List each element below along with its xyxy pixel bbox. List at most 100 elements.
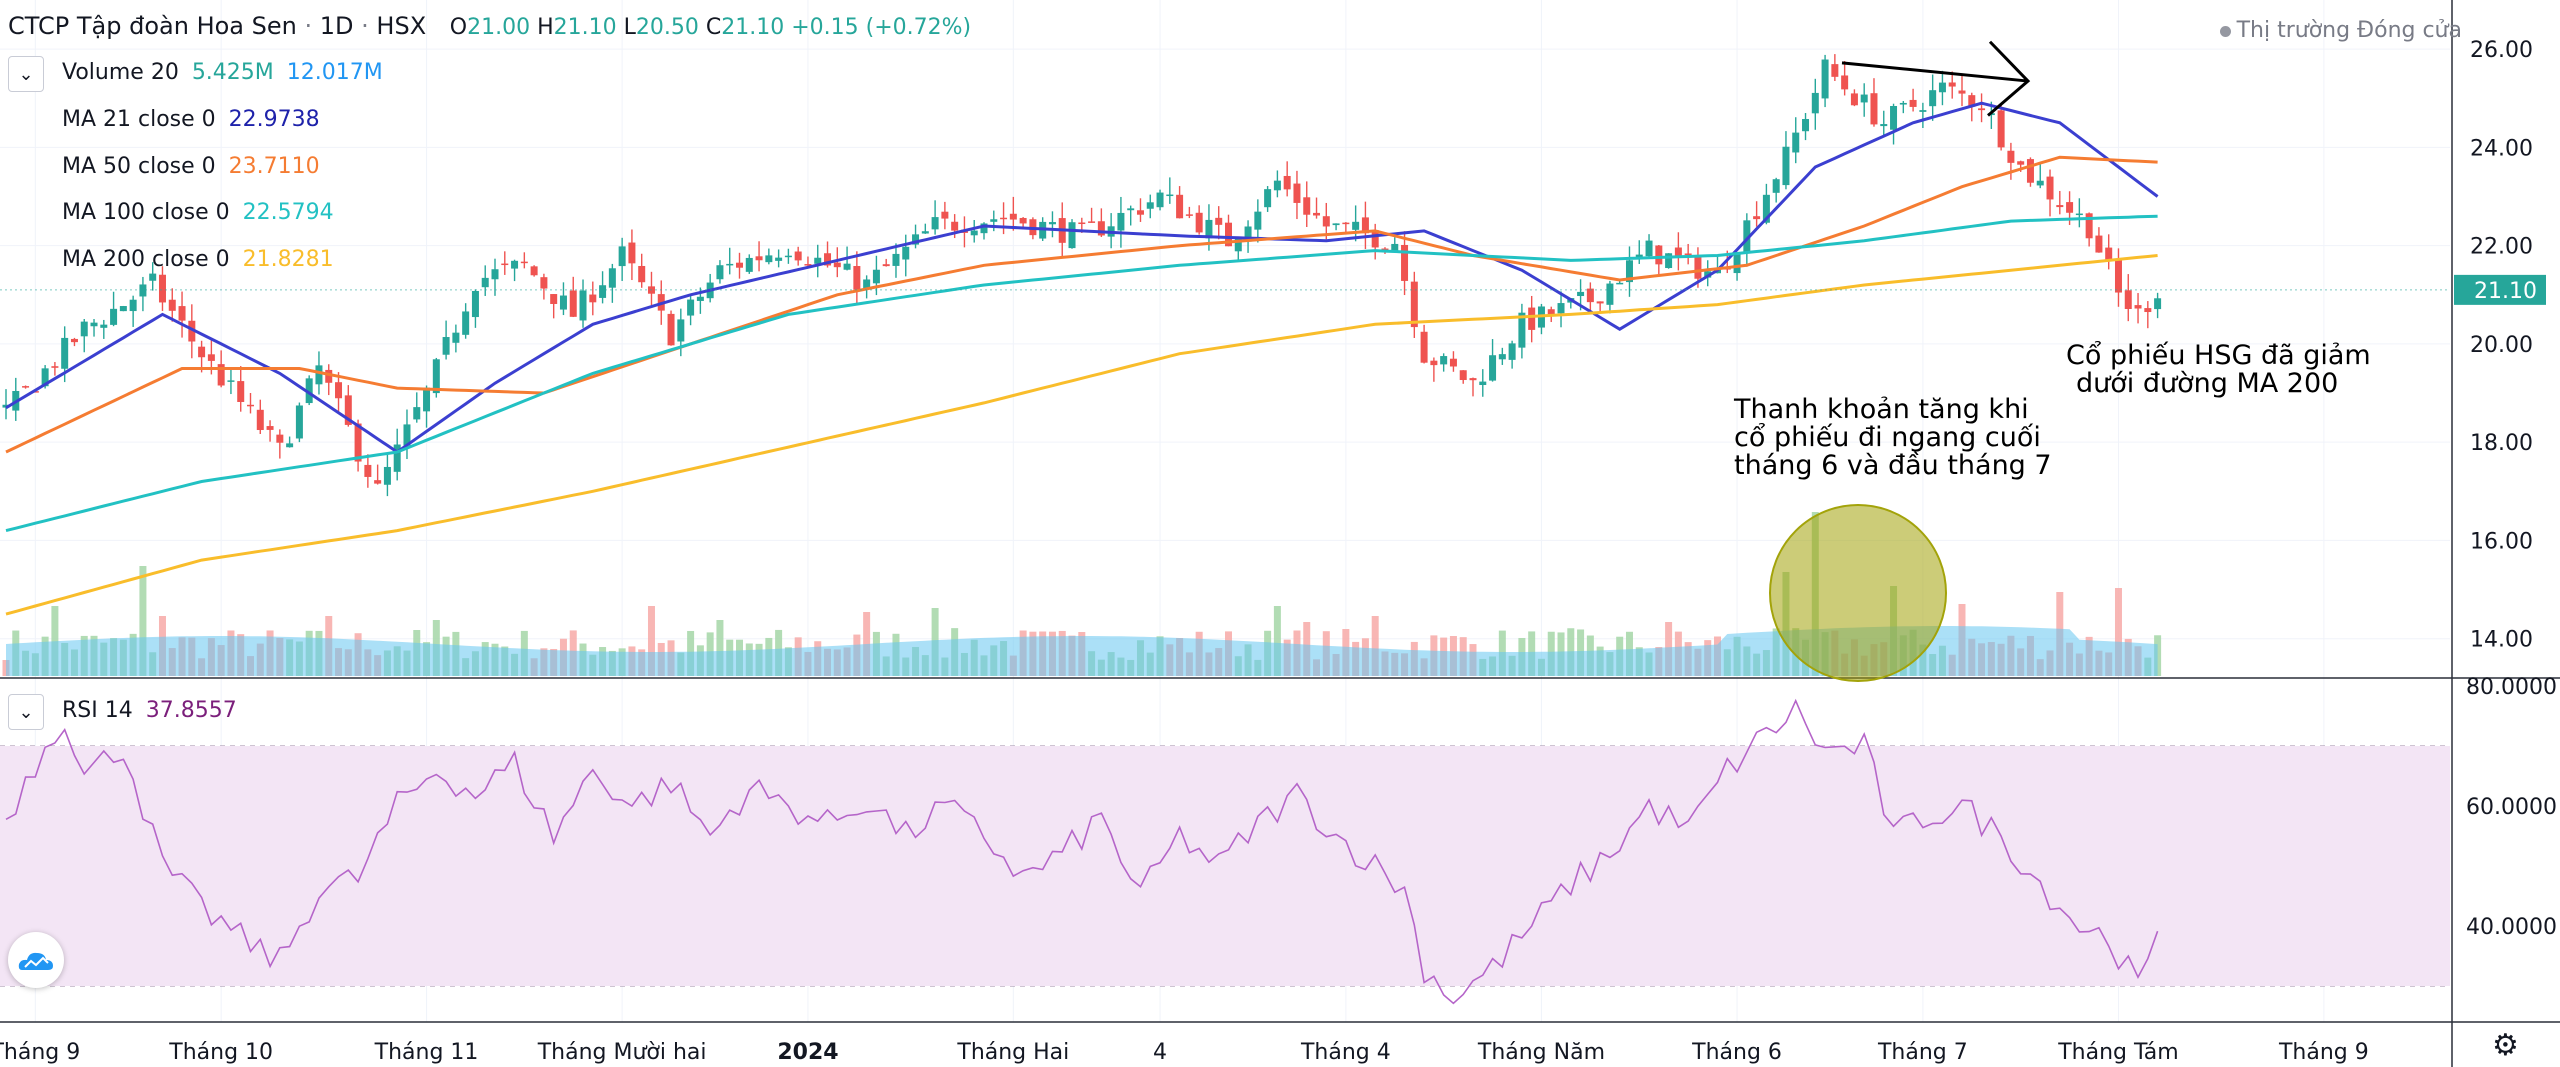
- settings-gear-icon[interactable]: ⚙: [2492, 1028, 2519, 1063]
- candle: [1841, 61, 1849, 96]
- candle-body: [696, 296, 704, 301]
- candle-body: [1117, 212, 1125, 231]
- trend-arrow: [1841, 40, 2031, 117]
- last-price-label: 21.10: [2474, 279, 2537, 304]
- volume-bar: [51, 606, 59, 676]
- legend-volume[interactable]: Volume 20 5.425M 12.017M: [62, 60, 383, 85]
- legend-ma200-value: 21.8281: [242, 247, 334, 272]
- candle-body: [41, 368, 49, 387]
- candle-body: [824, 253, 832, 266]
- candle: [1909, 88, 1917, 112]
- candle-body: [1381, 248, 1389, 251]
- annotation-ma200[interactable]: Cổ phiếu HSG đã giảm dưới đường MA 200: [2066, 342, 2371, 398]
- market-status: Thị trường Đóng cửa: [2219, 18, 2462, 43]
- candle-body: [374, 480, 382, 484]
- tradingview-logo[interactable]: [8, 932, 64, 988]
- legend-ma21[interactable]: MA 21 close 0 22.9738: [62, 107, 320, 132]
- candle-body: [1498, 354, 1506, 360]
- candle: [1537, 303, 1545, 335]
- candle-body: [286, 443, 294, 448]
- candle-body: [687, 299, 695, 316]
- ohlc-open-label: O: [449, 15, 468, 40]
- candle-body: [442, 337, 450, 355]
- candle-body: [1968, 95, 1976, 107]
- candle: [413, 392, 421, 423]
- candle-body: [1616, 282, 1624, 285]
- candle-body: [364, 464, 372, 477]
- candle: [1821, 54, 1829, 108]
- candle-body: [1146, 202, 1154, 209]
- candle-body: [227, 380, 235, 382]
- annotation-liquidity[interactable]: Thanh khoản tăng khi cổ phiếu đi ngang c…: [1734, 396, 2052, 480]
- candle: [325, 364, 333, 396]
- candle-body: [1234, 238, 1242, 252]
- candle: [51, 362, 59, 376]
- candle: [765, 248, 773, 265]
- ohlc-close: 21.10: [721, 15, 785, 40]
- legend-ma200[interactable]: MA 200 close 0 21.8281: [62, 247, 334, 272]
- legend-rsi[interactable]: RSI 14 37.8557: [62, 698, 237, 723]
- candle-body: [550, 294, 558, 304]
- candle-body: [569, 290, 577, 317]
- candle: [2105, 234, 2113, 270]
- volume-bar: [647, 606, 655, 676]
- candle: [863, 275, 871, 299]
- legend-ma21-value: 22.9738: [228, 107, 320, 132]
- candle-body: [872, 269, 880, 284]
- candle: [755, 241, 763, 272]
- candle-body: [80, 321, 88, 337]
- candle: [354, 419, 362, 472]
- candle-body: [775, 257, 783, 261]
- candle-body: [1890, 106, 1898, 130]
- candle-body: [188, 320, 196, 342]
- candle-body: [1019, 217, 1027, 224]
- candle-body: [335, 382, 343, 399]
- price-tick-label: 14.00: [2470, 628, 2533, 653]
- candle-body: [1313, 212, 1321, 216]
- candle-body: [1753, 216, 1761, 220]
- candle-body: [1303, 197, 1311, 215]
- candle: [882, 258, 890, 267]
- legend-volume-value: 5.425M: [191, 60, 274, 85]
- candle-body: [1938, 82, 1946, 93]
- candle-body: [1352, 221, 1360, 230]
- candle-body: [217, 364, 225, 386]
- rsi-collapse-button[interactable]: ⌄: [8, 694, 44, 730]
- legend-rsi-name: RSI 14: [62, 698, 133, 723]
- candle-body: [256, 409, 264, 431]
- candle-body: [129, 299, 137, 312]
- candle: [1938, 70, 1946, 106]
- candle-body: [178, 306, 186, 321]
- legend-ma100[interactable]: MA 100 close 0 22.5794: [62, 200, 334, 225]
- candle-body: [1048, 222, 1056, 225]
- legend-collapse-button[interactable]: ⌄: [8, 56, 44, 92]
- price-tick-label: 26.00: [2470, 38, 2533, 63]
- candle-body: [2085, 213, 2093, 239]
- candle-body: [70, 338, 78, 343]
- price-tick-label: 18.00: [2470, 431, 2533, 456]
- interval-label[interactable]: 1D: [319, 12, 354, 40]
- candle-body: [1361, 217, 1369, 234]
- candle: [1498, 347, 1506, 365]
- candle-body: [452, 332, 460, 343]
- candle: [1009, 196, 1017, 231]
- candle-body: [2114, 260, 2122, 293]
- legend-ma50[interactable]: MA 50 close 0 23.7110: [62, 154, 320, 179]
- candle-body: [2017, 161, 2025, 165]
- candle: [1371, 223, 1379, 260]
- candle: [2036, 164, 2044, 189]
- candle-body: [1645, 240, 1653, 257]
- candle-body: [1831, 64, 1839, 77]
- ohlc-low-label: L: [623, 15, 636, 40]
- candle: [726, 247, 734, 275]
- volume-bar: [716, 620, 724, 676]
- candle: [608, 263, 616, 303]
- candle-body: [1322, 216, 1330, 227]
- candle: [2026, 157, 2034, 187]
- time-tick-label: Tháng Hai: [956, 1040, 1069, 1065]
- candle: [2144, 301, 2152, 329]
- candle-body: [1195, 212, 1203, 233]
- candle: [1508, 340, 1516, 369]
- symbol-title[interactable]: CTCP Tập đoàn Hoa Sen: [8, 12, 297, 40]
